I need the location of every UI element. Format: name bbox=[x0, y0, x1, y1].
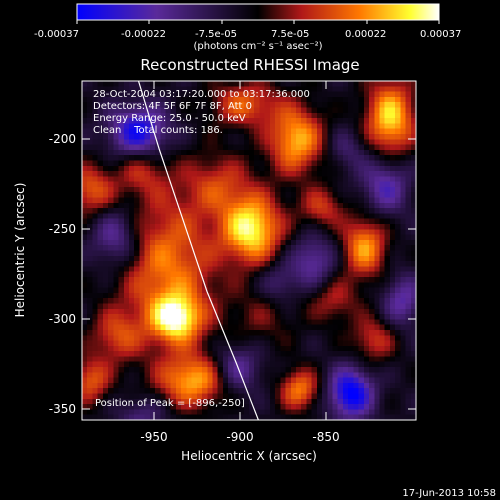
colorbar-tick-label: -0.00022 bbox=[121, 29, 166, 40]
solar-limb-line bbox=[137, 81, 259, 420]
date-stamp: 17-Jun-2013 10:58 bbox=[402, 488, 496, 499]
y-tick-label: -350 bbox=[49, 402, 76, 416]
colorbar-tick-label: -7.5e-05 bbox=[195, 29, 237, 40]
peak-position-label: Position of Peak = [-896,-250] bbox=[95, 398, 245, 409]
x-tick-label: -900 bbox=[226, 430, 253, 444]
y-tick-label: -300 bbox=[49, 312, 76, 326]
x-tick-label: -850 bbox=[312, 430, 339, 444]
plot-frame bbox=[81, 80, 417, 421]
heatmap-image bbox=[82, 81, 416, 420]
y-tick-label: -200 bbox=[49, 132, 76, 146]
colorbar-tick-label: 7.5e-05 bbox=[271, 29, 309, 40]
y-tick-label: -250 bbox=[49, 222, 76, 236]
colorbar-gradient bbox=[76, 3, 440, 21]
colorbar-tick-label: 0.00037 bbox=[420, 29, 461, 40]
x-axis-label: Heliocentric X (arcsec) bbox=[181, 449, 317, 463]
info-clean-counts: Clean Total counts: 186. bbox=[93, 125, 223, 136]
colorbar-ticks bbox=[76, 20, 440, 24]
info-detectors: Detectors: 4F 5F 6F 7F 8F, Att 0 bbox=[93, 101, 252, 112]
plot-image-area bbox=[82, 81, 416, 420]
plot-title: Reconstructed RHESSI Image bbox=[140, 56, 359, 74]
colorbar-tick-label: -0.00037 bbox=[34, 29, 79, 40]
x-tick-label: -950 bbox=[140, 430, 167, 444]
observation-info: 28-Oct-2004 03:17:20.000 to 03:17:36.000… bbox=[93, 89, 310, 136]
colorbar: -0.00037 -0.00022 -7.5e-05 7.5e-05 0.000… bbox=[34, 3, 461, 52]
info-energy-range: Energy Range: 25.0 - 50.0 keV bbox=[93, 113, 246, 124]
colorbar-units: (photons cm⁻² s⁻¹ asec⁻²) bbox=[193, 41, 322, 52]
x-axis-ticks bbox=[153, 81, 327, 420]
y-axis-label: Heliocentric Y (arcsec) bbox=[13, 183, 27, 318]
y-axis-ticks bbox=[82, 138, 416, 410]
info-time-range: 28-Oct-2004 03:17:20.000 to 03:17:36.000 bbox=[93, 89, 310, 100]
colorbar-tick-label: 0.00022 bbox=[345, 29, 386, 40]
